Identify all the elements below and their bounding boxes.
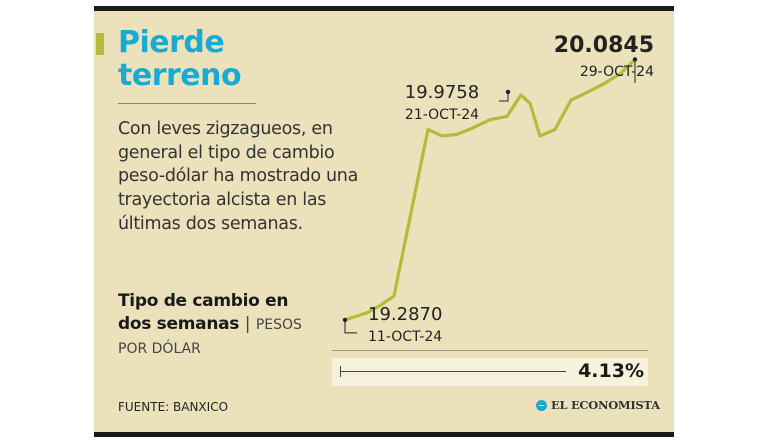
subtitle-main: Tipo de cambio en dos semanas xyxy=(118,291,289,334)
mid-leader xyxy=(499,91,509,102)
start-date-label: 11-OCT-24 xyxy=(368,329,442,345)
percent-divider xyxy=(332,350,648,351)
end-date-label: 29-OCT-24 xyxy=(580,64,654,80)
percent-change-value: 4.13% xyxy=(578,360,644,382)
brand-globe-icon xyxy=(536,399,547,411)
percent-change-box xyxy=(332,358,648,386)
mid-value-label: 19.9758 xyxy=(405,82,479,103)
percent-change-line xyxy=(340,371,566,372)
title-accent-bar xyxy=(96,33,104,55)
percent-change-tick xyxy=(340,366,341,377)
subtitle-separator: | xyxy=(244,314,251,334)
mid-date-label: 21-OCT-24 xyxy=(405,107,479,123)
description-text: Con leves zigzagueos, en general el tipo… xyxy=(118,119,359,234)
chart-title: Pierde terreno xyxy=(118,25,242,93)
start-value-label: 19.2870 xyxy=(368,304,442,325)
subtitle-unit: PESOS POR DÓLAR xyxy=(118,317,302,357)
brand-name: EL ECONOMISTA xyxy=(551,398,660,412)
title-underline xyxy=(118,103,256,104)
brand-logo: EL ECONOMISTA xyxy=(536,398,660,412)
source-label: FUENTE: BANXICO xyxy=(118,400,229,414)
series-line xyxy=(343,57,637,322)
chart-subtitle: Tipo de cambio en dos semanas | PESOS PO… xyxy=(118,290,318,361)
start-leader xyxy=(344,319,357,334)
end-value-label: 20.0845 xyxy=(554,33,654,58)
